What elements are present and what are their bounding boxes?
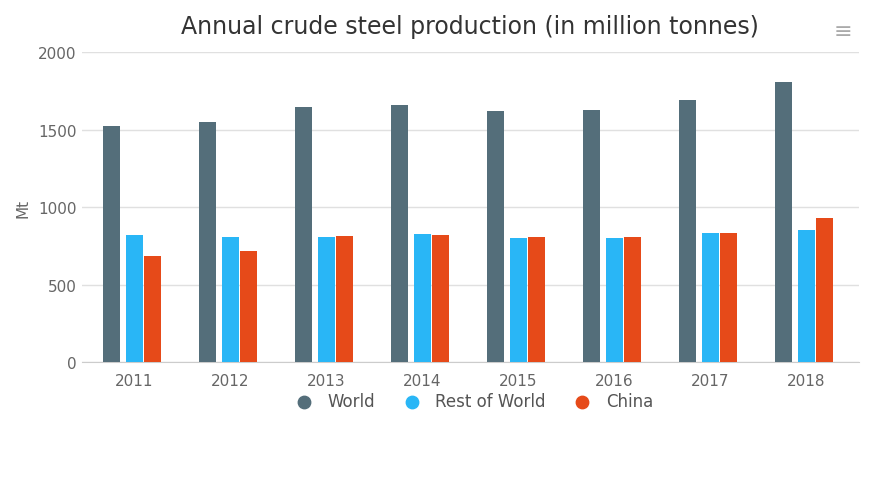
Bar [336,236,353,362]
Legend: World, Rest of World, China: World, Rest of World, China [280,384,662,419]
Y-axis label: Mt: Mt [15,198,30,217]
Bar [144,257,162,362]
Bar [413,235,431,362]
Bar [774,83,792,362]
Bar [624,238,642,362]
Text: ≡: ≡ [834,22,852,42]
Bar [528,238,545,362]
Bar [240,252,257,362]
Bar [678,101,696,362]
Bar [702,233,719,362]
Bar [720,234,737,362]
Bar [198,123,216,362]
Bar [487,112,504,362]
Bar [295,108,312,362]
Bar [103,126,120,362]
Bar [126,235,143,362]
Bar [222,237,239,362]
Bar [391,106,408,362]
Bar [583,111,600,362]
Bar [510,239,527,362]
Bar [432,235,449,362]
Bar [798,230,815,362]
Bar [815,219,833,362]
Bar [606,239,623,362]
Bar [318,238,335,362]
Title: Annual crude steel production (in million tonnes): Annual crude steel production (in millio… [182,15,760,39]
